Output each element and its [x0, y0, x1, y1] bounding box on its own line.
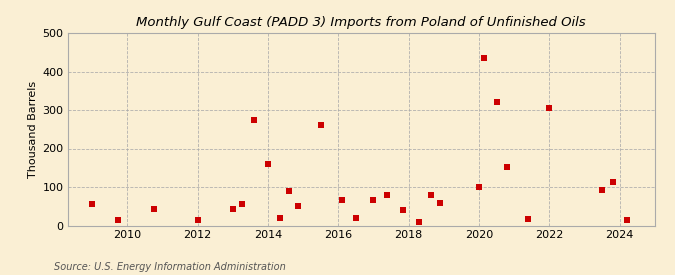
Point — [544, 106, 555, 110]
Point — [227, 207, 238, 211]
Point — [315, 123, 326, 128]
Point — [284, 189, 294, 193]
Point — [368, 198, 379, 203]
Point — [275, 216, 286, 220]
Point — [113, 218, 124, 222]
Point — [435, 201, 446, 205]
Point — [86, 201, 97, 206]
Point — [382, 193, 393, 198]
Point — [248, 117, 259, 122]
Point — [263, 162, 273, 166]
Point — [192, 218, 203, 222]
Point — [522, 216, 533, 221]
Point — [292, 204, 303, 208]
Text: Source: U.S. Energy Information Administration: Source: U.S. Energy Information Administ… — [54, 262, 286, 271]
Point — [474, 185, 485, 189]
Point — [148, 207, 159, 211]
Point — [479, 56, 489, 60]
Point — [502, 165, 512, 169]
Point — [597, 188, 608, 192]
Point — [491, 100, 502, 104]
Point — [336, 198, 347, 203]
Title: Monthly Gulf Coast (PADD 3) Imports from Poland of Unfinished Oils: Monthly Gulf Coast (PADD 3) Imports from… — [136, 16, 586, 29]
Point — [621, 218, 632, 222]
Point — [350, 216, 361, 220]
Point — [414, 220, 425, 225]
Point — [398, 208, 409, 212]
Y-axis label: Thousand Barrels: Thousand Barrels — [28, 81, 38, 178]
Point — [426, 192, 437, 197]
Point — [607, 180, 618, 185]
Point — [236, 201, 247, 206]
